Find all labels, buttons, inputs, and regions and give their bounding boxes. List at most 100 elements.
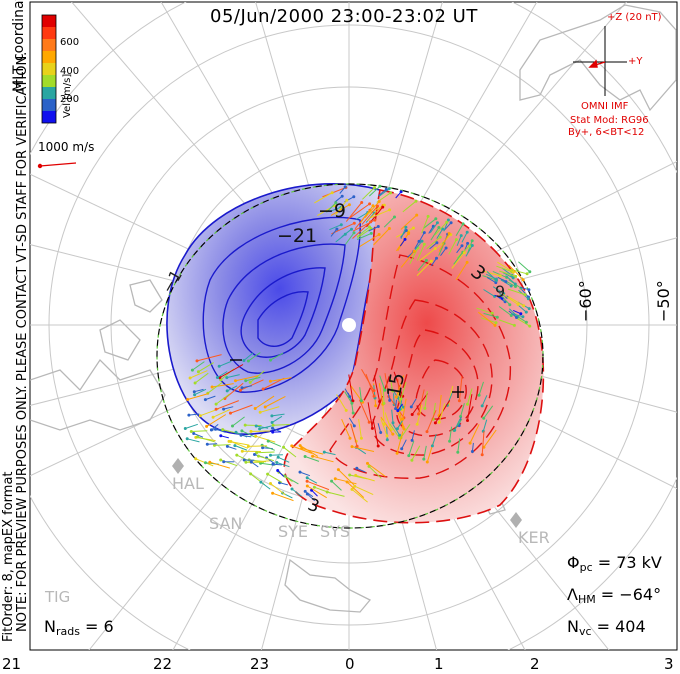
velocity-vector [352, 219, 376, 232]
velocity-vector [411, 445, 421, 461]
velocity-vector [322, 187, 347, 198]
velocity-vector-origin [524, 310, 528, 314]
velocity-vector-origin [381, 205, 385, 209]
velocity-vector-origin [391, 432, 395, 436]
velocity-vector [396, 431, 404, 454]
velocity-vector [331, 480, 342, 491]
velocity-vector [356, 232, 372, 240]
velocity-vector-origin [378, 184, 382, 188]
mlt-label-22: 22 [153, 655, 173, 673]
contour-label: 15 [383, 371, 410, 399]
velocity-vector-origin [527, 307, 531, 311]
velocity-vector-origin [403, 237, 407, 241]
velocity-vector-origin [465, 230, 469, 234]
velocity-vector [256, 451, 275, 454]
velocity-vector [358, 419, 362, 439]
velocity-vector [356, 212, 368, 220]
velocity-vector-origin [271, 430, 275, 434]
velocity-vector-origin [269, 453, 272, 457]
velocity-vector-origin [305, 479, 309, 483]
velocity-vector-origin [235, 453, 239, 457]
velocity-vector [299, 471, 311, 477]
velocity-vector-origin [377, 200, 381, 203]
velocity-vector-origin [371, 204, 375, 208]
velocity-vector [227, 445, 237, 450]
velocity-vector-origin [238, 388, 242, 392]
velocity-vector [465, 245, 473, 257]
velocity-vector [501, 292, 519, 305]
velocity-vector-origin [367, 464, 371, 468]
velocity-vector-origin [396, 409, 400, 413]
velocity-vector [505, 275, 516, 285]
velocity-vector [324, 451, 336, 456]
velocity-vector [384, 412, 392, 430]
mlt-label-1: 1 [434, 655, 444, 673]
velocity-vector-origin [248, 380, 252, 384]
velocity-vector [411, 430, 415, 441]
velocity-vector [272, 492, 294, 502]
velocity-vector [271, 413, 285, 417]
velocity-vector [517, 304, 527, 313]
velocity-vector-origin [249, 429, 253, 433]
velocity-vector [520, 286, 530, 291]
velocity-vector [361, 205, 378, 225]
velocity-vector [219, 360, 232, 367]
velocity-vector [338, 469, 355, 486]
velocity-vector [335, 199, 348, 216]
velocity-vector-origin [444, 246, 448, 250]
velocity-vector [187, 438, 200, 443]
velocity-vector-origin [225, 376, 229, 380]
velocity-vector [219, 364, 244, 378]
velocity-vector [429, 242, 438, 250]
velocity-vector [349, 384, 364, 403]
velocity-vector-origin [240, 429, 244, 433]
velocity-colorbar [41, 14, 57, 124]
velocity-vector [215, 393, 230, 405]
imf-condition: By+, 6<BT<12 [568, 127, 645, 138]
velocity-vector [492, 270, 507, 278]
velocity-vector [483, 405, 494, 419]
velocity-vector [270, 377, 292, 382]
velocity-vector-origin [208, 460, 212, 464]
velocity-vector-origin [466, 241, 470, 245]
velocity-vector [429, 222, 438, 234]
velocity-vector [458, 376, 463, 401]
velocity-vector [258, 455, 275, 462]
velocity-vector [382, 405, 385, 425]
velocity-vector-origin [378, 400, 382, 403]
velocity-vector-origin [196, 435, 200, 439]
imf-vector [588, 59, 606, 68]
velocity-vector-origin [367, 420, 371, 424]
velocity-vector-origin [312, 485, 316, 489]
velocity-vector-origin [394, 407, 398, 411]
velocity-vector-origin [210, 385, 214, 389]
velocity-vector-origin [379, 431, 383, 434]
velocity-vector [291, 445, 313, 454]
velocity-vector [189, 370, 208, 379]
velocity-vector-origin [298, 470, 302, 474]
velocity-vector-origin [205, 424, 209, 428]
velocity-vector-origin [437, 420, 441, 424]
velocity-vector [223, 406, 234, 410]
velocity-vector-origin [340, 194, 344, 198]
velocity-vector-origin [219, 434, 223, 438]
velocity-vector-origin [253, 407, 257, 410]
velocity-vector [240, 434, 252, 438]
velocity-vector-origin [335, 227, 339, 231]
velocity-vector-origin [336, 468, 340, 472]
velocity-vector-origin [253, 453, 256, 456]
velocity-vector-origin [203, 398, 207, 402]
velocity-vector-origin [187, 413, 191, 417]
velocity-vector-origin [348, 473, 352, 477]
velocity-vector [417, 260, 427, 272]
velocity-vector-origin [219, 458, 223, 462]
velocity-vector [256, 425, 269, 429]
velocity-vector [260, 406, 280, 413]
velocity-vector-origin [350, 487, 354, 491]
velocity-vector [235, 375, 259, 382]
velocity-vector [365, 373, 375, 397]
velocity-vector [368, 226, 379, 232]
velocity-vector [248, 352, 261, 362]
velocity-vector-origin [435, 256, 438, 260]
velocity-vector [380, 416, 394, 435]
